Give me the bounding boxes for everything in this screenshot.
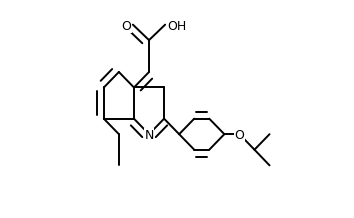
Text: N: N [144,129,154,142]
Text: O: O [234,129,244,142]
Text: OH: OH [167,20,186,33]
Text: O: O [121,20,131,33]
